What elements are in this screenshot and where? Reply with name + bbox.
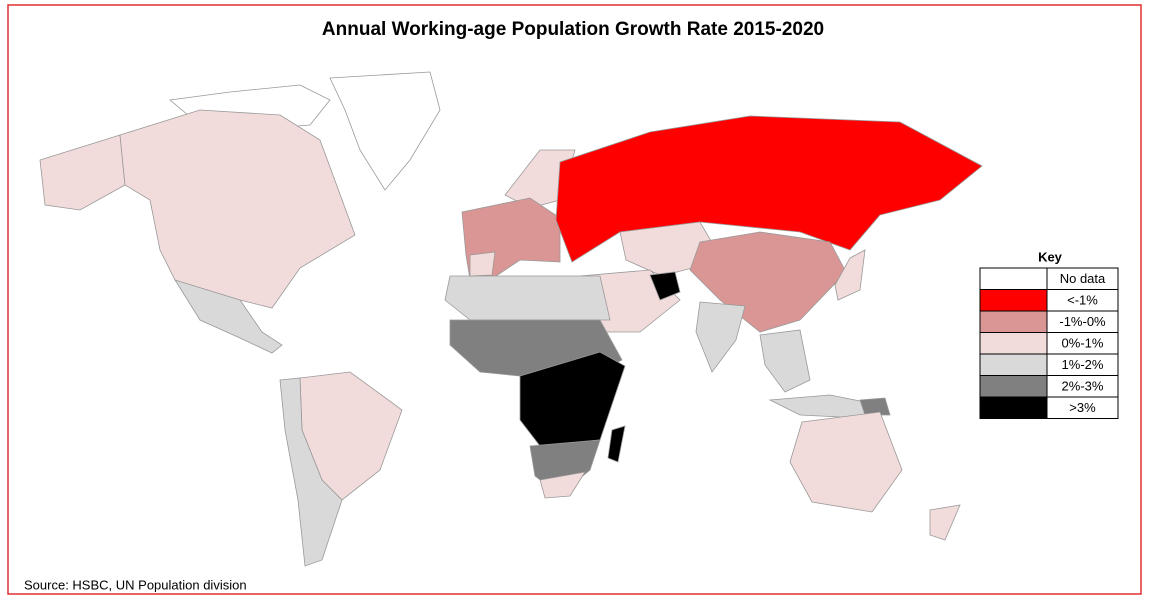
legend-label: >3% — [1069, 400, 1096, 415]
legend-label: <-1% — [1067, 293, 1098, 308]
region — [329, 71, 441, 191]
legend-swatch — [979, 396, 1048, 419]
region — [469, 251, 496, 277]
region — [555, 115, 983, 263]
region — [444, 275, 611, 321]
region — [789, 411, 903, 513]
region — [279, 377, 343, 567]
region — [695, 301, 746, 373]
region — [539, 471, 586, 499]
legend-title: Key — [1038, 249, 1063, 264]
legend-label: No data — [1060, 271, 1106, 286]
region — [834, 249, 866, 301]
legend-swatch — [979, 375, 1048, 398]
region — [39, 134, 126, 211]
legend-swatch — [979, 310, 1048, 333]
region — [859, 397, 891, 416]
legend-cell — [1046, 396, 1119, 419]
region — [607, 425, 626, 463]
legend-swatch — [979, 332, 1048, 355]
world-map — [39, 71, 983, 567]
region — [759, 329, 811, 393]
legend-label: -1%-0% — [1059, 314, 1106, 329]
legend-swatch — [979, 267, 1048, 290]
legend-label: 2%-3% — [1062, 379, 1104, 394]
legend: No data <-1% -1%-0% 0%-1% 1%-2% 2%-3% >3% — [979, 267, 1119, 419]
region — [119, 109, 356, 309]
map-title: Annual Working-age Population Growth Rat… — [322, 19, 824, 40]
legend-swatch — [979, 353, 1048, 376]
region — [929, 504, 961, 541]
legend-swatch — [979, 289, 1048, 312]
legend-label: 0%-1% — [1062, 336, 1104, 351]
region — [649, 271, 681, 301]
region — [174, 279, 283, 354]
source-note: Source: HSBC, UN Population division — [24, 577, 247, 592]
legend-label: 1%-2% — [1062, 357, 1104, 372]
